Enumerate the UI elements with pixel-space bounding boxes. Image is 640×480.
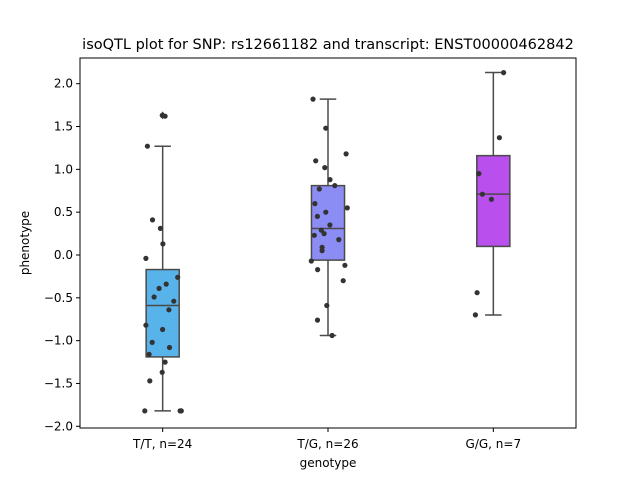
data-point (310, 96, 316, 102)
data-point (160, 241, 166, 247)
x-tick-label: G/G, n=7 (466, 437, 522, 451)
box-group (145, 111, 180, 412)
data-point (496, 135, 502, 141)
y-tick-label: −1.5 (44, 376, 73, 390)
x-tick-label: T/G, n=26 (296, 437, 358, 451)
data-point (329, 332, 335, 339)
data-point (476, 171, 482, 177)
data-point (175, 274, 181, 280)
data-point (474, 290, 480, 296)
data-point (332, 183, 338, 189)
y-tick-label: 0.0 (54, 248, 73, 262)
data-point (156, 285, 162, 291)
data-point (323, 125, 329, 131)
data-point (472, 312, 478, 318)
data-point (488, 196, 494, 202)
chart-title: isoQTL plot for SNP: rs12661182 and tran… (82, 37, 574, 53)
data-point (157, 225, 163, 231)
data-point (314, 317, 321, 323)
y-axis-label: phenotype (18, 211, 32, 275)
y-tick-label: −0.5 (44, 291, 73, 305)
data-point (314, 213, 320, 219)
data-point (316, 186, 322, 192)
data-point (147, 378, 153, 384)
data-point (144, 143, 150, 149)
data-point (149, 217, 156, 223)
data-point (313, 158, 319, 164)
y-tick-label: −1.0 (44, 334, 73, 348)
data-point (149, 339, 155, 345)
data-point (151, 294, 157, 300)
data-point (308, 258, 314, 264)
box (310, 184, 346, 261)
data-point (178, 408, 184, 414)
data-point (162, 359, 168, 365)
data-point (166, 307, 172, 313)
data-point (501, 70, 507, 76)
x-axis: T/T, n=24 T/G, n=26 G/G, n=7 (132, 428, 521, 451)
data-point (142, 408, 148, 414)
data-point (324, 302, 330, 309)
data-point (327, 177, 333, 183)
data-point (343, 151, 349, 157)
y-tick-label: 2.0 (54, 77, 73, 91)
data-point (323, 209, 329, 215)
x-axis-label: genotype (300, 456, 357, 470)
data-point (143, 255, 149, 261)
data-point (336, 237, 342, 243)
data-point (322, 165, 328, 171)
data-point (344, 205, 350, 211)
y-tick-label: −2.0 (44, 419, 73, 433)
x-tick-label: T/T, n=24 (132, 437, 192, 451)
data-point (146, 351, 152, 357)
data-point (312, 201, 318, 207)
data-point (143, 322, 149, 328)
data-point (327, 222, 333, 228)
data-point (319, 248, 325, 254)
chart-marks (142, 70, 511, 414)
data-point (321, 231, 327, 237)
data-point (315, 267, 321, 273)
data-point (159, 369, 165, 375)
box-group (310, 98, 346, 337)
data-point (171, 298, 177, 304)
data-point (160, 326, 166, 333)
data-point (342, 262, 348, 268)
data-point (163, 281, 169, 287)
y-tick-label: 1.0 (54, 162, 73, 176)
data-point (340, 278, 346, 284)
data-point (166, 344, 173, 351)
data-point (162, 113, 168, 119)
y-tick-label: 1.5 (54, 120, 73, 134)
y-axis: 2.0 1.5 1.0 0.5 0.0 −0.5 −1.0 −1.5 −2.0 (44, 77, 80, 433)
data-point (311, 232, 317, 238)
data-point (479, 191, 485, 197)
y-tick-label: 0.5 (54, 205, 73, 219)
